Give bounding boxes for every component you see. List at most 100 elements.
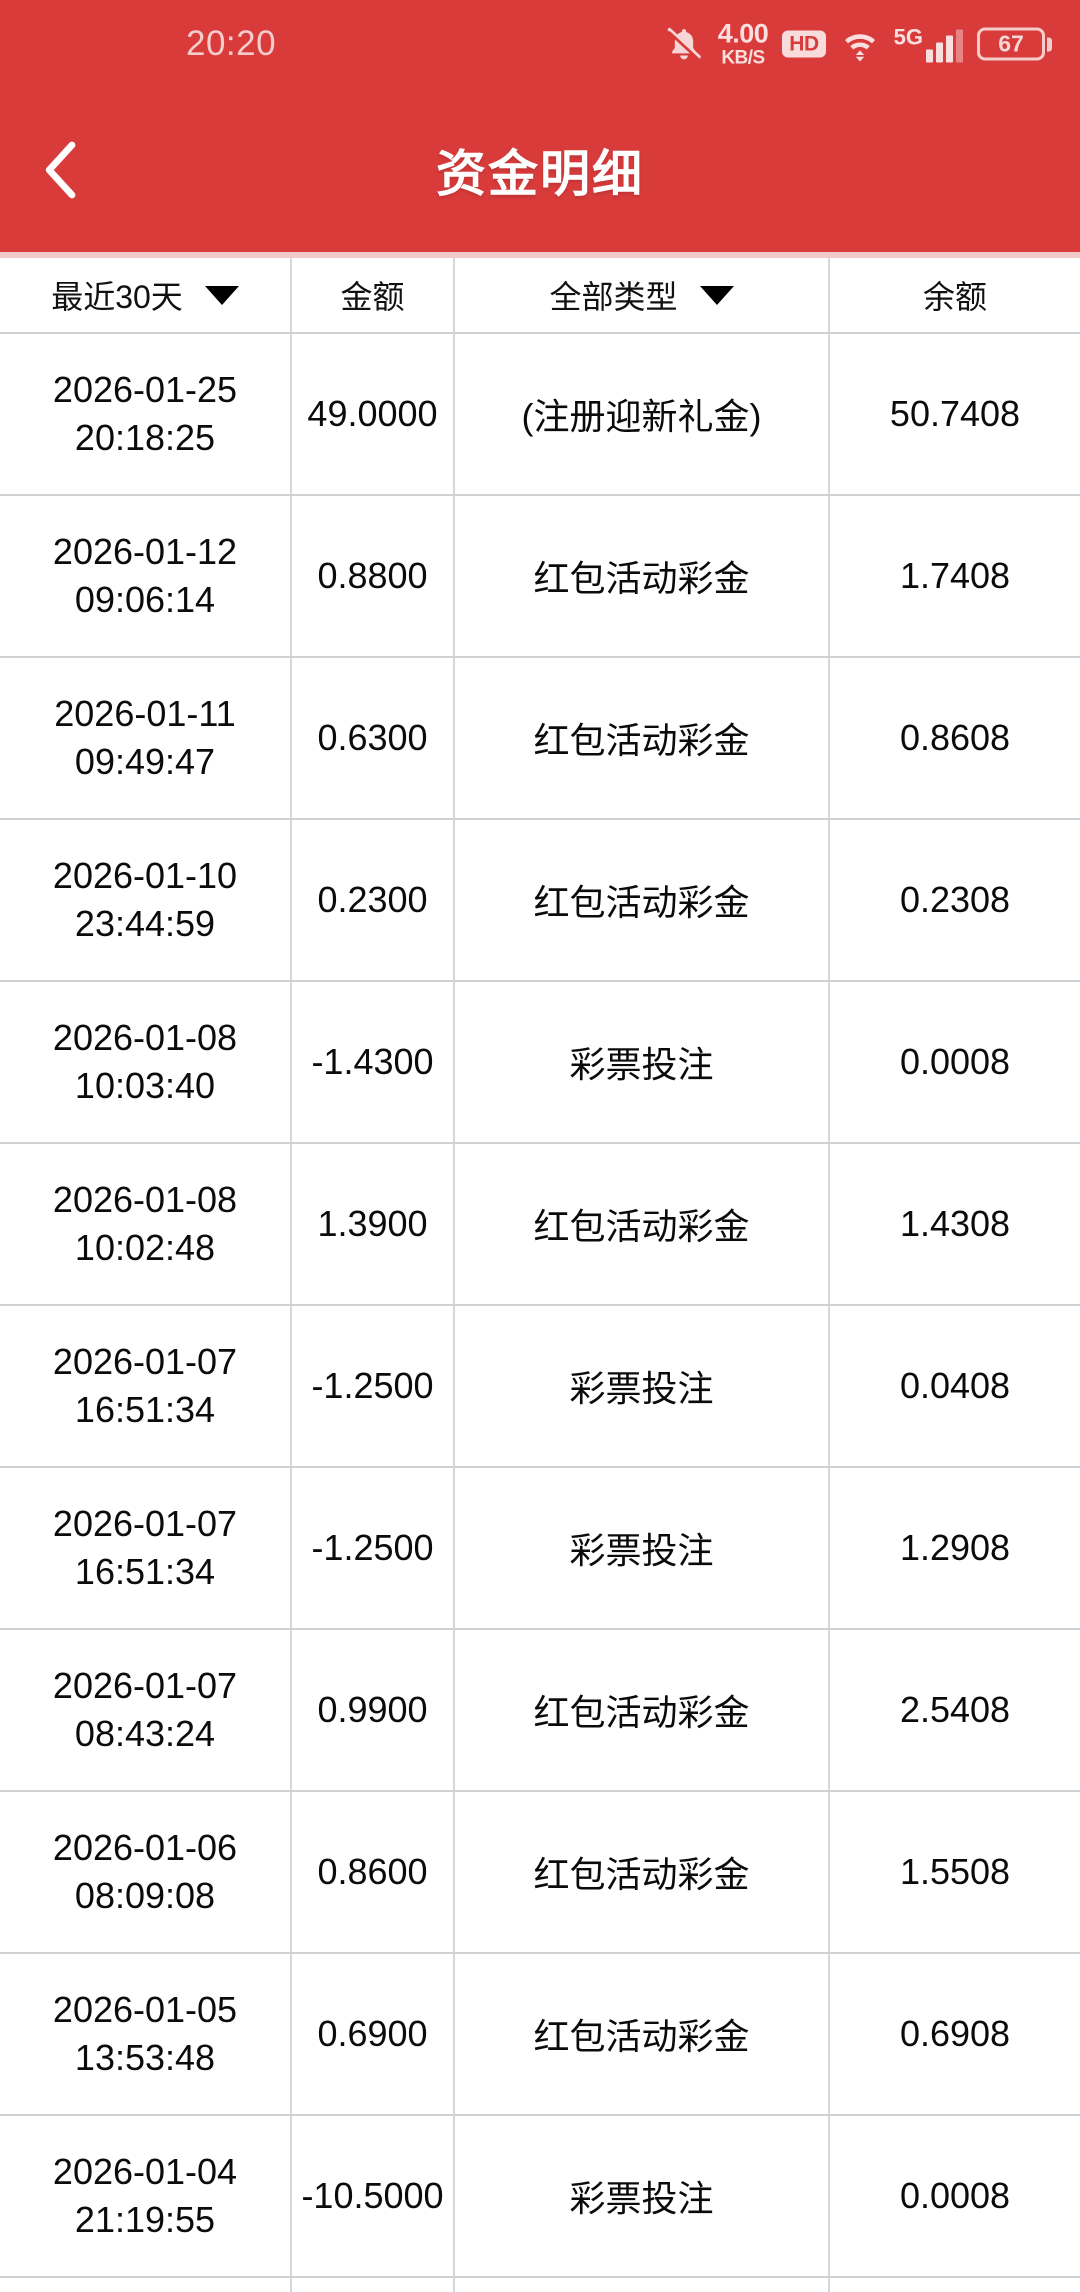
- cell-date: 2026-01-05: [52, 1988, 238, 2030]
- table-row[interactable]: 2026-01-25 20:18:25 49.0000 (注册迎新礼金) 50.7408: [0, 334, 1080, 497]
- cell-date: 2026-01-11: [54, 692, 236, 734]
- filter-type-label: 全部类型: [549, 279, 678, 316]
- header-divider: [0, 252, 1080, 259]
- cell-type: 红包活动彩金: [455, 1144, 830, 1305]
- cellular-signal-indicator: 5G: [894, 26, 963, 62]
- cell-amount: 0.6900: [292, 1954, 455, 2115]
- cell-amount: 0.8600: [292, 1792, 455, 1953]
- cell-type: 彩票投注: [455, 1468, 830, 1629]
- network-speed-indicator: 4.00 KB/S: [717, 18, 769, 69]
- cell-balance: [830, 2278, 1080, 2292]
- cell-time: 21:19:55: [74, 2199, 216, 2241]
- cell-amount: [292, 2278, 455, 2292]
- table-body: 2026-01-25 20:18:25 49.0000 (注册迎新礼金) 50.7408…: [0, 334, 1080, 2292]
- cell-datetime: 2026-01-11 09:49:47: [0, 658, 292, 819]
- chevron-down-icon: [204, 285, 239, 305]
- table-row[interactable]: 2026-01-05 13:53:48 0.6900 红包活动彩金 0.6908: [0, 1954, 1080, 2117]
- cell-time: 16:51:34: [74, 1389, 216, 1431]
- column-header-amount: 金额: [292, 258, 455, 333]
- cell-amount: -10.5000: [292, 2116, 455, 2277]
- page-title: 资金明细: [436, 146, 644, 203]
- status-bar-icons: 4.00 KB/S HD 5G 67: [664, 18, 1052, 69]
- cell-type: 彩票投注: [455, 2116, 830, 2277]
- cell-balance: 1.2908: [899, 1527, 1011, 1569]
- wifi-icon: [840, 27, 880, 61]
- app-header: 资金明细: [0, 88, 1080, 253]
- network-speed-unit: KB/S: [721, 47, 765, 69]
- cell-type: 彩票投注: [455, 982, 830, 1143]
- cell-date: 2026-01-06: [52, 1826, 238, 1868]
- cell-date: 2026-01-08: [52, 1178, 238, 1220]
- cell-datetime: 2026-01-05 13:53:48: [0, 1954, 292, 2115]
- cell-time: 08:43:24: [74, 1713, 216, 1755]
- column-header-balance: 余额: [830, 258, 1080, 332]
- cell-type: 彩票投注: [455, 1306, 830, 1467]
- table-row[interactable]: 2026-01-10 23:44:59 0.2300 红包活动彩金 0.2308: [0, 820, 1080, 983]
- cell-balance: 2.5408: [899, 1689, 1011, 1731]
- cell-amount: 49.0000: [292, 334, 455, 495]
- cell-balance: 1.7408: [899, 555, 1011, 597]
- table-row[interactable]: 2026-01-04 21:19:55 -10.5000 彩票投注 0.0008: [0, 2116, 1080, 2279]
- signal-bars-icon: [926, 29, 963, 62]
- table-row[interactable]: 2026-01-12 09:06:14 0.8800 红包活动彩金 1.7408: [0, 496, 1080, 659]
- cell-balance: 0.0008: [899, 2175, 1011, 2217]
- chevron-down-icon: [699, 285, 734, 305]
- cell-type: (注册迎新礼金): [455, 334, 830, 495]
- table-row[interactable]: 2026-01-07 16:51:34 -1.2500 彩票投注 1.2908: [0, 1468, 1080, 1631]
- cell-time: 10:02:48: [74, 1227, 216, 1269]
- cell-time: 16:51:34: [74, 1551, 216, 1593]
- cell-balance: 0.6908: [899, 2013, 1011, 2055]
- table-header-row: 最近30天 金额 全部类型 余额: [0, 258, 1080, 335]
- cell-datetime: 2026-01-10 23:44:59: [0, 820, 292, 981]
- cell-datetime: 2026-01-08 10:02:48: [0, 1144, 292, 1305]
- chevron-left-icon: [45, 141, 76, 199]
- cell-type: 红包活动彩金: [455, 1630, 830, 1791]
- network-type-label: 5G: [893, 24, 923, 49]
- table-row[interactable]: 2026-01-06 08:09:08 0.8600 红包活动彩金 1.5508: [0, 1792, 1080, 1955]
- table-row[interactable]: 2026-01-07 08:43:24 0.9900 红包活动彩金 2.5408: [0, 1630, 1080, 1793]
- filter-type[interactable]: 全部类型: [455, 258, 830, 333]
- cell-datetime: 2026-01-04 21:19:55: [0, 2116, 292, 2277]
- cell-date: 2026-01-04: [52, 2150, 238, 2192]
- table-row[interactable]: 2026-01-08 10:02:48 1.3900 红包活动彩金 1.4308: [0, 1144, 1080, 1307]
- cell-type: 红包活动彩金: [455, 1792, 830, 1953]
- network-speed-value: 4.00: [717, 18, 769, 49]
- cell-type: [455, 2278, 830, 2292]
- battery-level-label: 67: [998, 30, 1024, 57]
- cell-amount: 0.9900: [292, 1630, 455, 1791]
- cell-balance: 0.0408: [899, 1365, 1011, 1407]
- bell-muted-icon: [664, 24, 704, 64]
- column-header-balance-label: 余额: [922, 279, 987, 316]
- filter-date-range[interactable]: 最近30天: [0, 258, 292, 333]
- cell-type: 红包活动彩金: [455, 496, 830, 657]
- back-button[interactable]: [20, 130, 100, 210]
- cell-date: 2026-01-08: [52, 1016, 238, 1058]
- column-header-amount-label: 金额: [340, 279, 405, 316]
- cell-time: 20:18:25: [74, 417, 216, 459]
- cell-type: 红包活动彩金: [455, 820, 830, 981]
- cell-amount: -1.2500: [292, 1468, 455, 1629]
- cell-type: 红包活动彩金: [455, 1954, 830, 2115]
- cell-amount: 0.6300: [292, 658, 455, 819]
- cell-date: 2026-01-07: [52, 1502, 238, 1544]
- cell-time: 13:53:48: [74, 2037, 216, 2079]
- table-row[interactable]: 2026-01-08 10:03:40 -1.4300 彩票投注 0.0008: [0, 982, 1080, 1145]
- table-row[interactable]: 2026-01-07 16:51:34 -1.2500 彩票投注 0.0408: [0, 1306, 1080, 1469]
- cell-amount: -1.4300: [292, 982, 455, 1143]
- status-bar-clock: 20:20: [186, 24, 277, 63]
- filter-date-range-label: 最近30天: [51, 279, 183, 316]
- cell-balance: 0.2308: [899, 879, 1011, 921]
- cell-type: 红包活动彩金: [455, 658, 830, 819]
- cell-date: 2026-01-10: [52, 854, 238, 896]
- cell-datetime: [0, 2278, 292, 2292]
- cell-datetime: 2026-01-08 10:03:40: [0, 982, 292, 1143]
- transactions-table: 最近30天 金额 全部类型 余额 2026-01-25 20:18:25 49.00…: [0, 258, 1080, 2292]
- cell-time: 09:06:14: [74, 579, 216, 621]
- cell-date: 2026-01-25: [52, 368, 238, 410]
- table-row[interactable]: [0, 2278, 1080, 2292]
- cell-amount: 0.2300: [292, 820, 455, 981]
- cell-time: 09:49:47: [74, 741, 216, 783]
- table-row[interactable]: 2026-01-11 09:49:47 0.6300 红包活动彩金 0.8608: [0, 658, 1080, 821]
- cell-time: 08:09:08: [74, 1875, 216, 1917]
